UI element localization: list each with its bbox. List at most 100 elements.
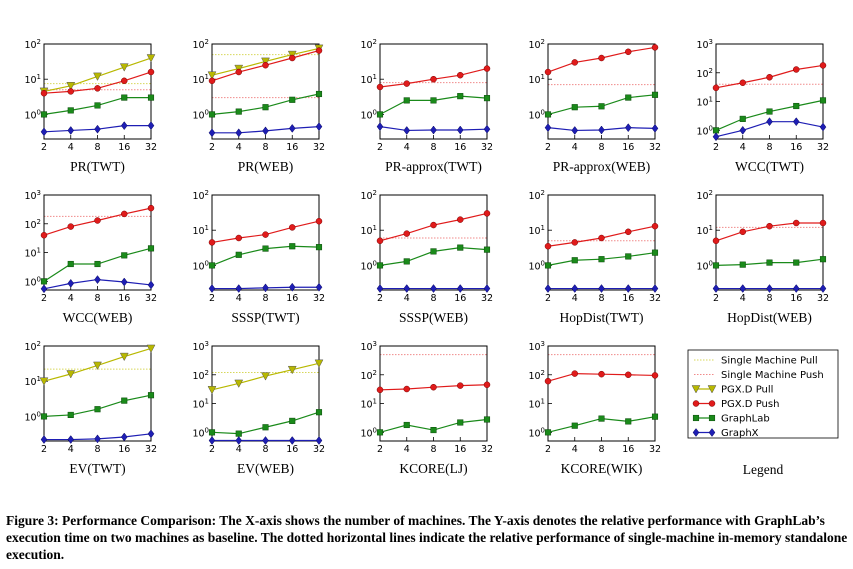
data-point-graphx [147,429,155,439]
data-point-graphlab [94,406,101,413]
y-tick-label: 101 [528,224,545,237]
x-tick-label: 4 [572,444,578,455]
x-tick-label: 4 [236,293,242,304]
data-point-graphlab [766,108,773,115]
data-point-graphx [376,122,384,132]
x-tick-label: 4 [68,293,74,304]
legend-marker [708,400,716,407]
data-point-graphx [208,128,216,138]
legend-item-sm_push: Single Machine Push [694,370,824,381]
data-point-graphx [288,282,296,292]
data-point-pgx_push [598,54,605,62]
subplot-sssp-web-: 100 101 102 2 4 8 16 32 SSSP(WEB) [360,189,493,325]
data-point-graphlab [235,251,242,258]
subplot-title: PR-approx(WEB) [553,159,650,174]
data-point-graphx [403,284,411,293]
data-point-pgx_push [712,84,720,92]
series-line-graphlab [43,394,152,417]
y-tick-label: 103 [24,189,41,202]
x-tick-label: 8 [430,444,436,455]
subplot-ev-web-: 100 101 102 103 2 4 8 16 32 EV(WEB) [192,340,325,476]
legend-label: PGX.D Pull [721,385,773,396]
subplot-title: PR(TWT) [70,159,125,174]
data-point-pgx_push [94,217,101,224]
data-point-pgx_push [376,386,384,394]
subplot-wcc-twt-: 100 101 102 103 2 4 8 16 32 WCC(TWT) [696,38,829,174]
x-tick-label: 16 [118,142,130,153]
legend-item-sm_pull: Single Machine Pull [694,356,818,367]
data-point-pgx_push [766,73,773,81]
y-tick-label: 101 [192,398,209,411]
data-point-graphlab [625,418,632,425]
data-point-graphx [483,124,491,134]
data-point-pgx_push [793,66,800,73]
data-point-pgx_push [94,85,101,92]
data-point-pgx_push [651,372,659,379]
data-point-pgx_push [625,371,632,379]
data-point-graphlab [67,411,74,418]
data-point-graphlab [262,424,269,431]
x-tick-label: 4 [68,444,74,455]
data-point-pgx_push [793,219,800,227]
y-tick-label: 100 [696,259,713,272]
legend-label: PGX.D Push [721,399,779,410]
data-point-graphlab [67,107,74,114]
data-point-pgx_pull [234,379,244,388]
legend-title: Legend [743,462,784,477]
data-point-pgx_pull [207,71,217,80]
data-point-graphlab [208,262,216,269]
x-tick-label: 8 [94,444,100,455]
subplot-ev-twt-: 100 101 102 2 4 8 16 32 EV(TWT) [24,340,157,476]
data-point-pgx_push [376,237,384,245]
subplot-sssp-twt-: 100 101 102 2 4 8 16 32 SSSP(TWT) [192,189,325,325]
data-point-pgx_pull [261,57,270,66]
subplot-title: KCORE(WIK) [561,461,643,476]
data-point-pgx_push [457,382,464,389]
plot-frame [379,345,488,442]
data-point-graphlab [739,115,746,122]
x-tick-label: 8 [598,142,604,153]
x-tick-label: 2 [377,142,383,153]
data-point-graphlab [651,413,659,420]
data-point-pgx_push [598,370,605,378]
data-point-graphlab [208,429,216,436]
data-point-graphx [712,132,720,142]
x-tick-label: 8 [766,293,772,304]
data-point-graphx [376,284,384,293]
legend-marker [692,428,700,437]
data-point-pgx_push [235,68,242,76]
data-point-graphlab [403,421,410,429]
data-point-graphx [315,282,323,292]
data-point-graphlab [598,256,605,263]
x-tick-label: 2 [377,444,383,455]
y-tick-label: 102 [696,189,713,202]
data-point-pgx_push [739,79,746,87]
x-tick-label: 8 [94,293,100,304]
data-point-pgx_push [598,234,605,242]
x-tick-label: 2 [209,142,215,153]
data-point-graphx [792,117,800,127]
y-tick-label: 101 [360,73,377,86]
subplot-hopdist-twt-: 100 101 102 2 4 8 16 32 HopDist(TWT) [528,189,661,325]
plot-frame [379,43,488,140]
y-tick-label: 101 [192,73,209,86]
data-point-graphx [483,284,491,293]
x-tick-label: 32 [649,293,661,304]
y-tick-label: 101 [24,375,41,388]
x-tick-label: 16 [790,142,802,153]
data-point-pgx_push [67,88,74,95]
data-point-graphx [430,125,437,135]
y-tick-label: 101 [528,73,545,86]
data-point-graphlab [235,108,242,115]
legend-marker [691,385,701,394]
data-point-graphlab [94,260,101,268]
data-point-pgx_push [544,377,552,385]
data-point-pgx_pull [287,365,297,375]
data-point-graphlab [651,91,659,98]
y-tick-label: 101 [360,398,377,411]
data-point-graphlab [208,111,216,118]
legend-marker [707,385,717,394]
y-tick-label: 101 [360,224,377,237]
legend-marker [692,400,700,407]
x-tick-label: 16 [118,444,130,455]
